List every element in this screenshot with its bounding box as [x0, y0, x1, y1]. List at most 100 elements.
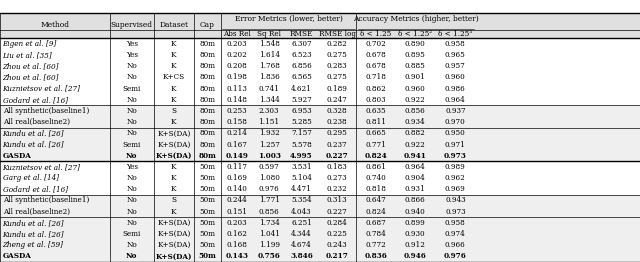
Text: 0.158: 0.158	[227, 118, 248, 126]
Text: 0.960: 0.960	[404, 85, 426, 93]
Text: RMSE: RMSE	[290, 30, 313, 39]
Bar	[0, 105, 640, 117]
Text: 0.950: 0.950	[445, 129, 466, 137]
Text: 0.931: 0.931	[404, 185, 426, 193]
Text: Supervised: Supervised	[111, 21, 153, 29]
Text: K: K	[171, 40, 177, 48]
Text: K: K	[171, 185, 177, 193]
Bar	[0, 240, 640, 251]
Text: 1.768: 1.768	[259, 62, 280, 70]
Text: 0.922: 0.922	[404, 140, 426, 149]
Text: 0.973: 0.973	[445, 208, 466, 216]
Text: 1.932: 1.932	[259, 129, 280, 137]
Text: 0.818: 0.818	[365, 185, 386, 193]
Text: Yes: Yes	[126, 51, 138, 59]
Text: 0.973: 0.973	[444, 152, 467, 160]
Text: Semi: Semi	[123, 230, 141, 238]
Text: 1.344: 1.344	[259, 96, 280, 104]
Text: 0.151: 0.151	[227, 208, 248, 216]
Text: 0.647: 0.647	[365, 196, 386, 204]
Text: 0.283: 0.283	[327, 62, 348, 70]
Text: 5.354: 5.354	[291, 196, 312, 204]
Text: 0.946: 0.946	[404, 252, 426, 260]
Text: No: No	[127, 219, 137, 227]
Text: K+S(DA): K+S(DA)	[157, 230, 191, 238]
Text: 1.257: 1.257	[259, 140, 280, 149]
Text: K: K	[171, 118, 177, 126]
Text: 1.614: 1.614	[259, 51, 280, 59]
Text: 1.080: 1.080	[259, 174, 280, 182]
Text: Yes: Yes	[126, 40, 138, 48]
Text: 1.771: 1.771	[259, 196, 280, 204]
Text: 0.168: 0.168	[227, 241, 248, 249]
Text: 6.251: 6.251	[291, 219, 312, 227]
Text: All synthetic(baseline1): All synthetic(baseline1)	[3, 196, 89, 204]
Text: GASDA: GASDA	[3, 252, 31, 260]
Text: Semi: Semi	[123, 85, 141, 93]
Text: K: K	[171, 51, 177, 59]
Text: 0.934: 0.934	[404, 118, 426, 126]
Text: Kundu et al. [26]: Kundu et al. [26]	[3, 140, 64, 149]
Text: 50m: 50m	[199, 185, 215, 193]
Text: 4.043: 4.043	[291, 208, 312, 216]
Text: 0.203: 0.203	[227, 219, 248, 227]
Text: Accuracy Metrics (higher, better): Accuracy Metrics (higher, better)	[353, 15, 479, 23]
Text: 0.958: 0.958	[445, 219, 466, 227]
Bar	[0, 217, 640, 228]
Text: Godard et al. [16]: Godard et al. [16]	[3, 96, 68, 104]
Text: 6.565: 6.565	[291, 73, 312, 81]
Text: No: No	[127, 96, 137, 104]
Text: Sq Rel: Sq Rel	[257, 30, 281, 39]
Text: 1.041: 1.041	[259, 230, 280, 238]
Text: 50m: 50m	[199, 163, 215, 171]
Text: 0.969: 0.969	[445, 185, 466, 193]
Text: 80m: 80m	[199, 85, 215, 93]
Text: All real(baseline2): All real(baseline2)	[3, 118, 70, 126]
Text: Kundu et al. [26]: Kundu et al. [26]	[3, 230, 64, 238]
Text: 0.718: 0.718	[365, 73, 386, 81]
Text: 0.958: 0.958	[445, 40, 466, 48]
Bar	[0, 150, 640, 161]
Text: 0.964: 0.964	[445, 96, 466, 104]
Text: 0.976: 0.976	[444, 252, 467, 260]
Text: Kuznietsov et al. [27]: Kuznietsov et al. [27]	[3, 163, 81, 171]
Text: 6.953: 6.953	[291, 107, 312, 115]
Text: No: No	[127, 185, 137, 193]
Bar	[0, 184, 640, 195]
Text: 0.702: 0.702	[365, 40, 386, 48]
Text: 4.471: 4.471	[291, 185, 312, 193]
Text: K+S(DA): K+S(DA)	[157, 241, 191, 249]
Text: 0.140: 0.140	[227, 185, 248, 193]
Text: 0.253: 0.253	[227, 107, 248, 115]
Text: Yes: Yes	[126, 163, 138, 171]
Text: K: K	[171, 163, 177, 171]
Text: Kundu et al. [26]: Kundu et al. [26]	[3, 129, 64, 137]
Text: 3.531: 3.531	[291, 163, 312, 171]
Text: GASDA: GASDA	[3, 152, 31, 160]
Text: RMSE log: RMSE log	[319, 30, 356, 39]
Text: 50m: 50m	[199, 230, 215, 238]
Text: 0.941: 0.941	[404, 152, 426, 160]
Text: 0.198: 0.198	[227, 73, 248, 81]
Text: 0.113: 0.113	[227, 85, 248, 93]
Text: Error Metrics (lower, better): Error Metrics (lower, better)	[235, 15, 342, 23]
Text: 0.862: 0.862	[365, 85, 386, 93]
Bar	[0, 94, 640, 105]
Text: 6.523: 6.523	[291, 51, 312, 59]
Text: 1.836: 1.836	[259, 73, 280, 81]
Text: 0.238: 0.238	[327, 118, 348, 126]
Text: 0.940: 0.940	[404, 208, 426, 216]
Text: 0.214: 0.214	[227, 129, 248, 137]
Text: 1.548: 1.548	[259, 40, 280, 48]
Text: 0.282: 0.282	[327, 40, 348, 48]
Bar	[0, 251, 640, 262]
Bar	[0, 161, 640, 172]
Bar	[0, 128, 640, 139]
Text: 0.275: 0.275	[327, 73, 348, 81]
Text: K: K	[171, 208, 177, 216]
Text: 6.856: 6.856	[291, 62, 312, 70]
Text: 0.167: 0.167	[227, 140, 248, 149]
Text: 0.687: 0.687	[365, 219, 386, 227]
Text: Garg et al. [14]: Garg et al. [14]	[3, 174, 59, 182]
Text: No: No	[127, 174, 137, 182]
